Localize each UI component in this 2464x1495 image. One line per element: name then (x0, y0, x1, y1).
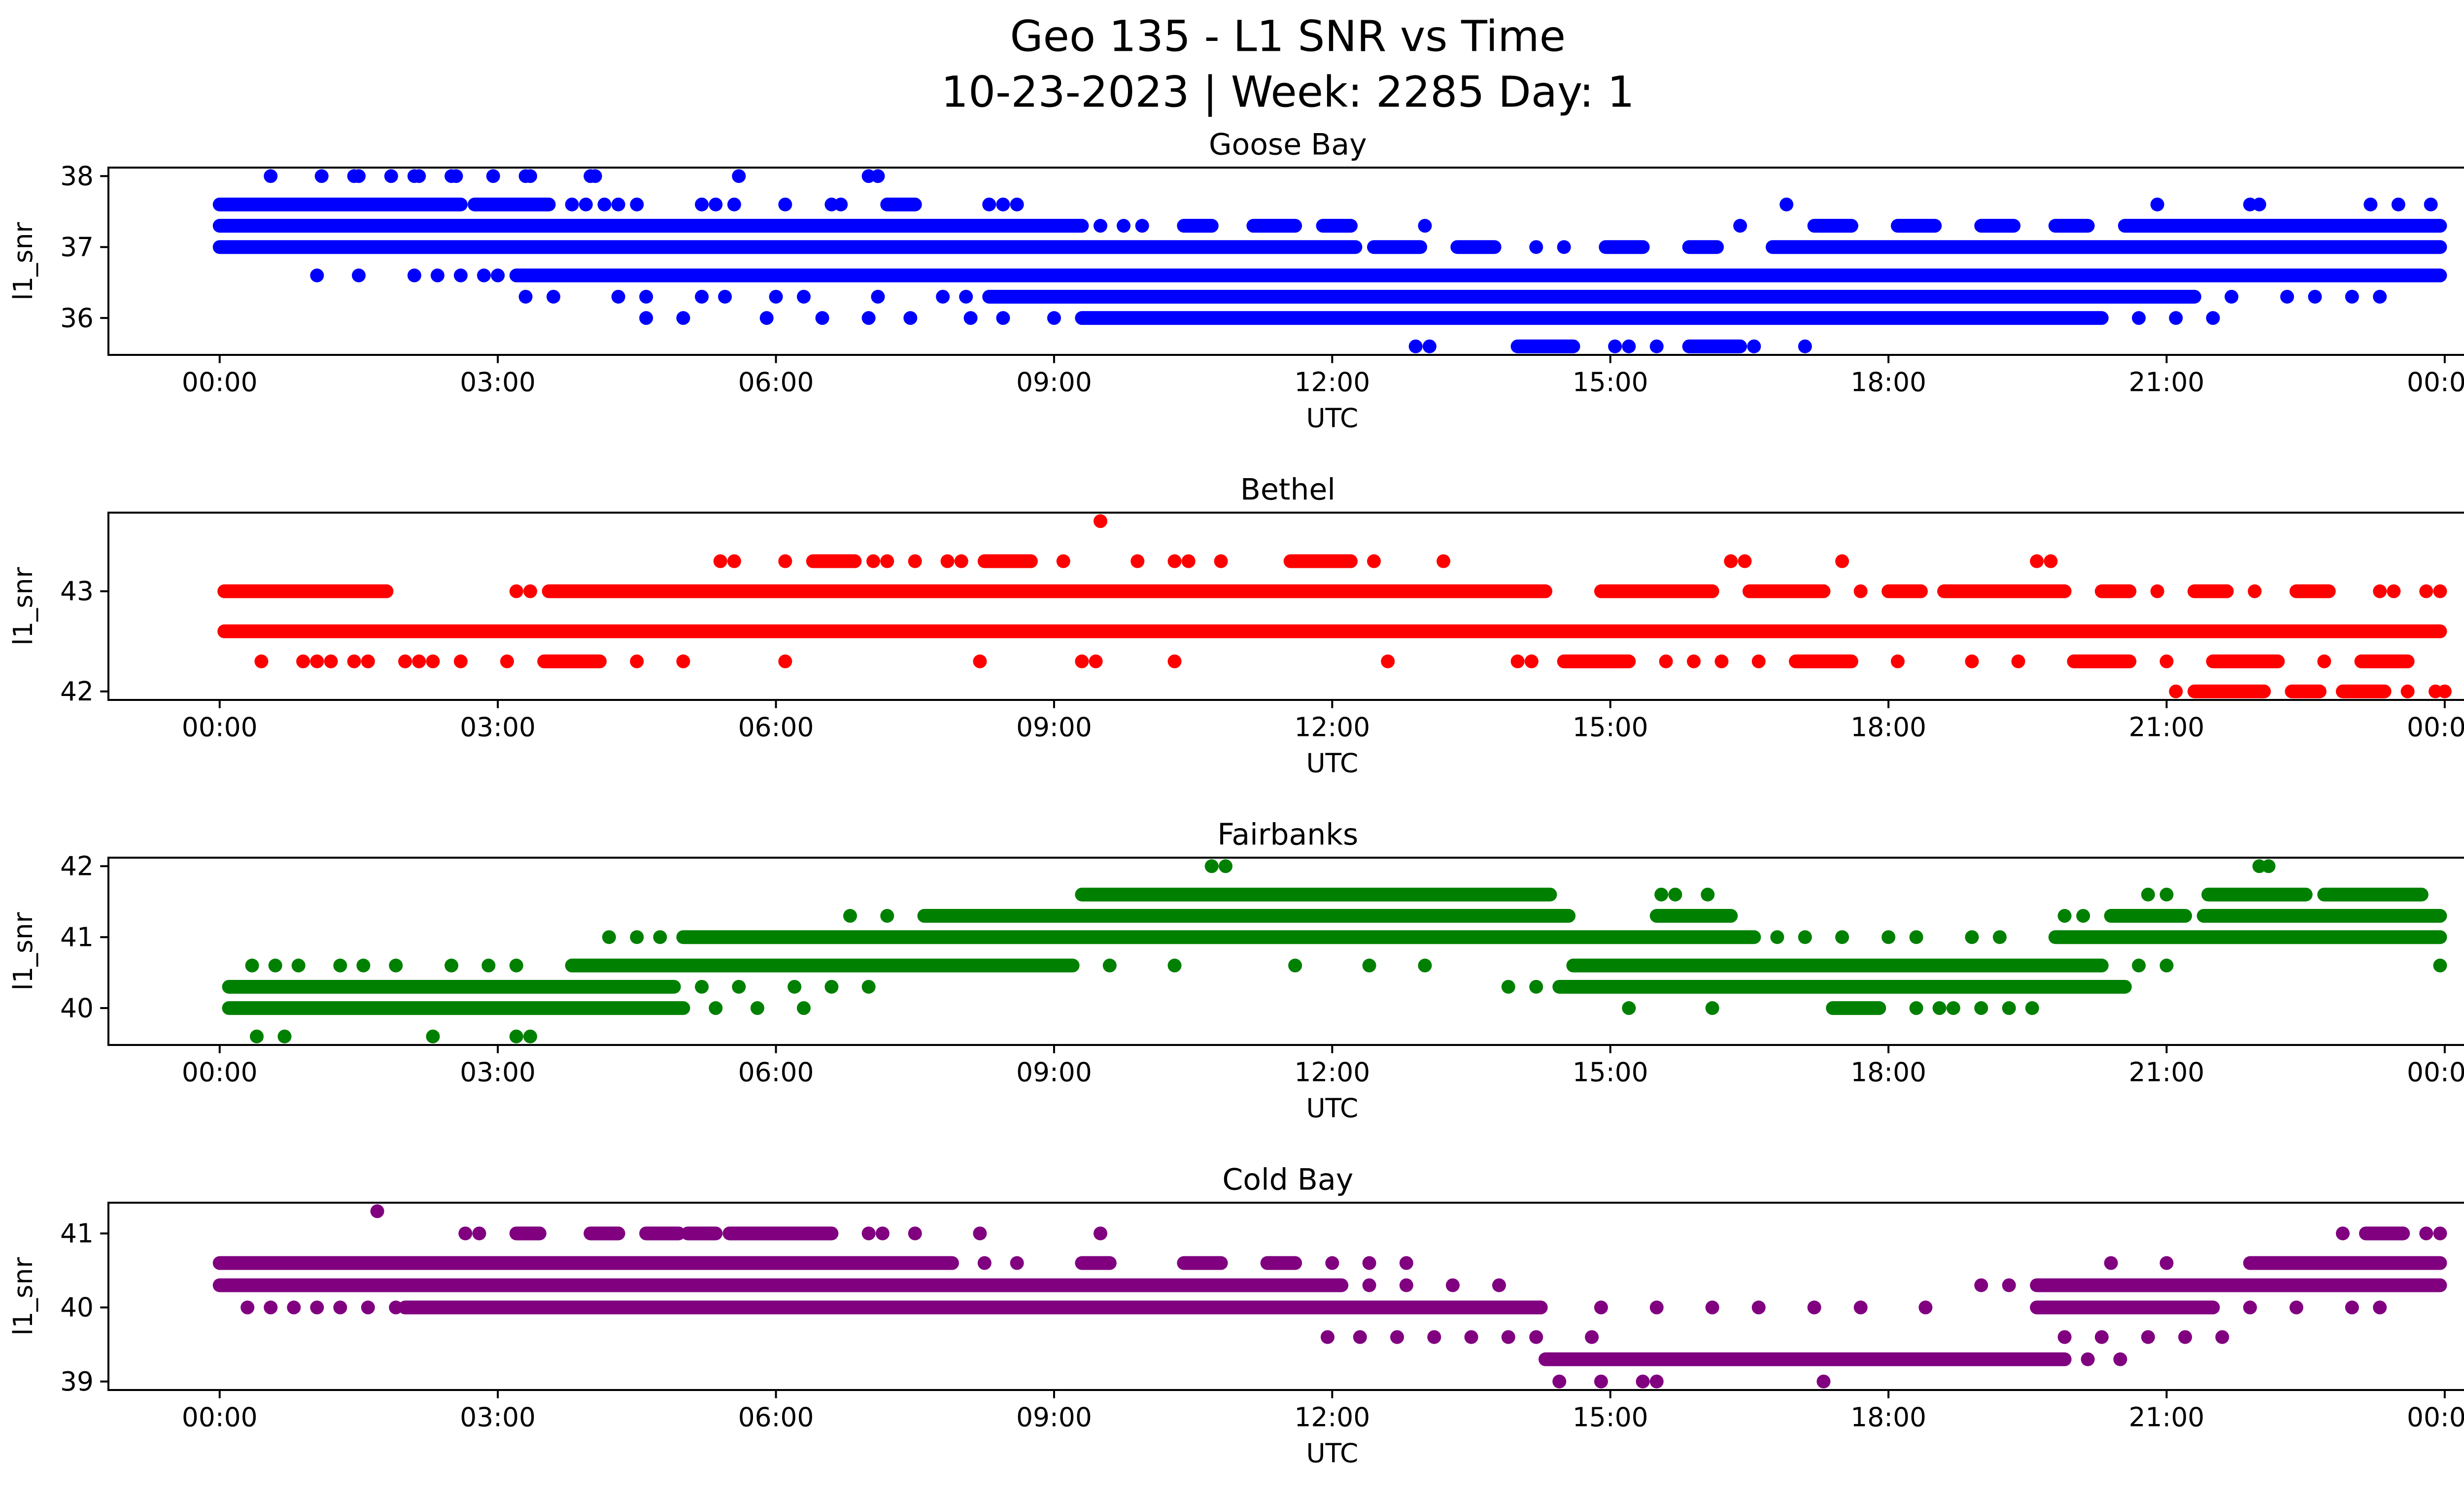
svg-text:42: 42 (60, 854, 94, 881)
svg-text:06:00: 06:00 (738, 711, 814, 742)
fairbanks-scatter-chart: 00:00 03:00 06:00 09:00 12:00 15:00 18:00 21:00… (7, 854, 2464, 1124)
subplot-title-bethel: Bethel (1240, 473, 1335, 508)
figure-subtitle: 10-23-2023 | Week: 2285 Day: 1 (941, 69, 1635, 118)
svg-text:l1_snr: l1_snr (7, 1257, 38, 1335)
svg-text:00:00: 00:00 (2407, 1401, 2464, 1432)
svg-text:UTC: UTC (1306, 1438, 1358, 1469)
svg-text:18:00: 18:00 (1850, 711, 1926, 742)
svg-text:03:00: 03:00 (460, 1401, 536, 1432)
svg-text:09:00: 09:00 (1016, 1056, 1092, 1087)
svg-text:21:00: 21:00 (2129, 711, 2205, 742)
svg-text:40: 40 (60, 1292, 94, 1323)
cold-bay-scatter-chart: 00:00 03:00 06:00 09:00 12:00 15:00 18:00 21:00… (7, 1201, 2464, 1469)
svg-text:06:00: 06:00 (738, 1401, 814, 1432)
svg-text:15:00: 15:00 (1573, 1056, 1648, 1087)
goose-bay-scatter-chart: 00:00 03:00 06:00 09:00 12:00 15:00 18:00 21:00… (7, 164, 2464, 434)
bethel-scatter-chart: 00:00 03:00 06:00 09:00 12:00 15:00 18:00 21:00… (7, 511, 2464, 779)
subplot-title-fairbanks: Fairbanks (1217, 818, 1359, 853)
svg-text:41: 41 (60, 1217, 94, 1249)
svg-text:09:00: 09:00 (1016, 1401, 1092, 1432)
svg-text:15:00: 15:00 (1573, 366, 1648, 397)
svg-text:43: 43 (60, 576, 94, 607)
svg-text:41: 41 (60, 921, 94, 952)
svg-text:15:00: 15:00 (1573, 1401, 1648, 1432)
subplot-title-cold-bay: Cold Bay (1222, 1163, 1354, 1198)
svg-text:UTC: UTC (1306, 748, 1358, 779)
svg-text:00:00: 00:00 (2407, 711, 2464, 742)
svg-text:00:00: 00:00 (182, 1056, 258, 1087)
svg-text:21:00: 21:00 (2129, 366, 2205, 397)
svg-text:00:00: 00:00 (182, 711, 258, 742)
svg-text:03:00: 03:00 (460, 711, 536, 742)
svg-text:l1_snr: l1_snr (7, 567, 38, 645)
svg-text:12:00: 12:00 (1294, 1056, 1370, 1087)
svg-text:03:00: 03:00 (460, 1056, 536, 1087)
svg-text:00:00: 00:00 (2407, 1056, 2464, 1087)
svg-text:21:00: 21:00 (2129, 1056, 2205, 1087)
svg-text:18:00: 18:00 (1850, 366, 1926, 397)
svg-text:06:00: 06:00 (738, 366, 814, 397)
svg-text:03:00: 03:00 (460, 366, 536, 397)
svg-text:18:00: 18:00 (1850, 1056, 1926, 1087)
svg-text:l1_snr: l1_snr (7, 222, 38, 300)
svg-text:00:00: 00:00 (182, 1401, 258, 1432)
svg-text:00:00: 00:00 (182, 366, 258, 397)
subplot-goose-bay: Goose Bay 00:00 03:00 06:00 09:00 12:00 15:00… (0, 128, 2464, 437)
svg-text:18:00: 18:00 (1850, 1401, 1926, 1432)
svg-text:12:00: 12:00 (1294, 366, 1370, 397)
svg-text:36: 36 (60, 302, 94, 333)
svg-text:12:00: 12:00 (1294, 1401, 1370, 1432)
svg-text:12:00: 12:00 (1294, 711, 1370, 742)
subplot-fairbanks: Fairbanks 00:00 03:00 06:00 09:00 12:00 15:00… (0, 818, 2464, 1127)
svg-text:38: 38 (60, 164, 94, 191)
svg-text:15:00: 15:00 (1573, 711, 1648, 742)
figure-title: Geo 135 - L1 SNR vs Time (1010, 13, 1566, 63)
svg-text:UTC: UTC (1306, 1093, 1358, 1124)
svg-text:42: 42 (60, 676, 94, 707)
svg-text:09:00: 09:00 (1016, 366, 1092, 397)
subplot-cold-bay: Cold Bay 00:00 03:00 06:00 09:00 12:00 15:00 1… (0, 1163, 2464, 1472)
svg-text:00:00: 00:00 (2407, 366, 2464, 397)
svg-text:37: 37 (60, 231, 94, 262)
subplot-title-goose-bay: Goose Bay (1209, 128, 1367, 163)
subplot-bethel: Bethel 00:00 03:00 06:00 09:00 12:00 15:00 18:… (0, 473, 2464, 782)
svg-text:06:00: 06:00 (738, 1056, 814, 1087)
svg-text:40: 40 (60, 992, 94, 1023)
svg-text:21:00: 21:00 (2129, 1401, 2205, 1432)
svg-text:09:00: 09:00 (1016, 711, 1092, 742)
svg-text:39: 39 (60, 1366, 94, 1397)
svg-text:l1_snr: l1_snr (7, 912, 38, 990)
svg-text:UTC: UTC (1306, 403, 1358, 434)
